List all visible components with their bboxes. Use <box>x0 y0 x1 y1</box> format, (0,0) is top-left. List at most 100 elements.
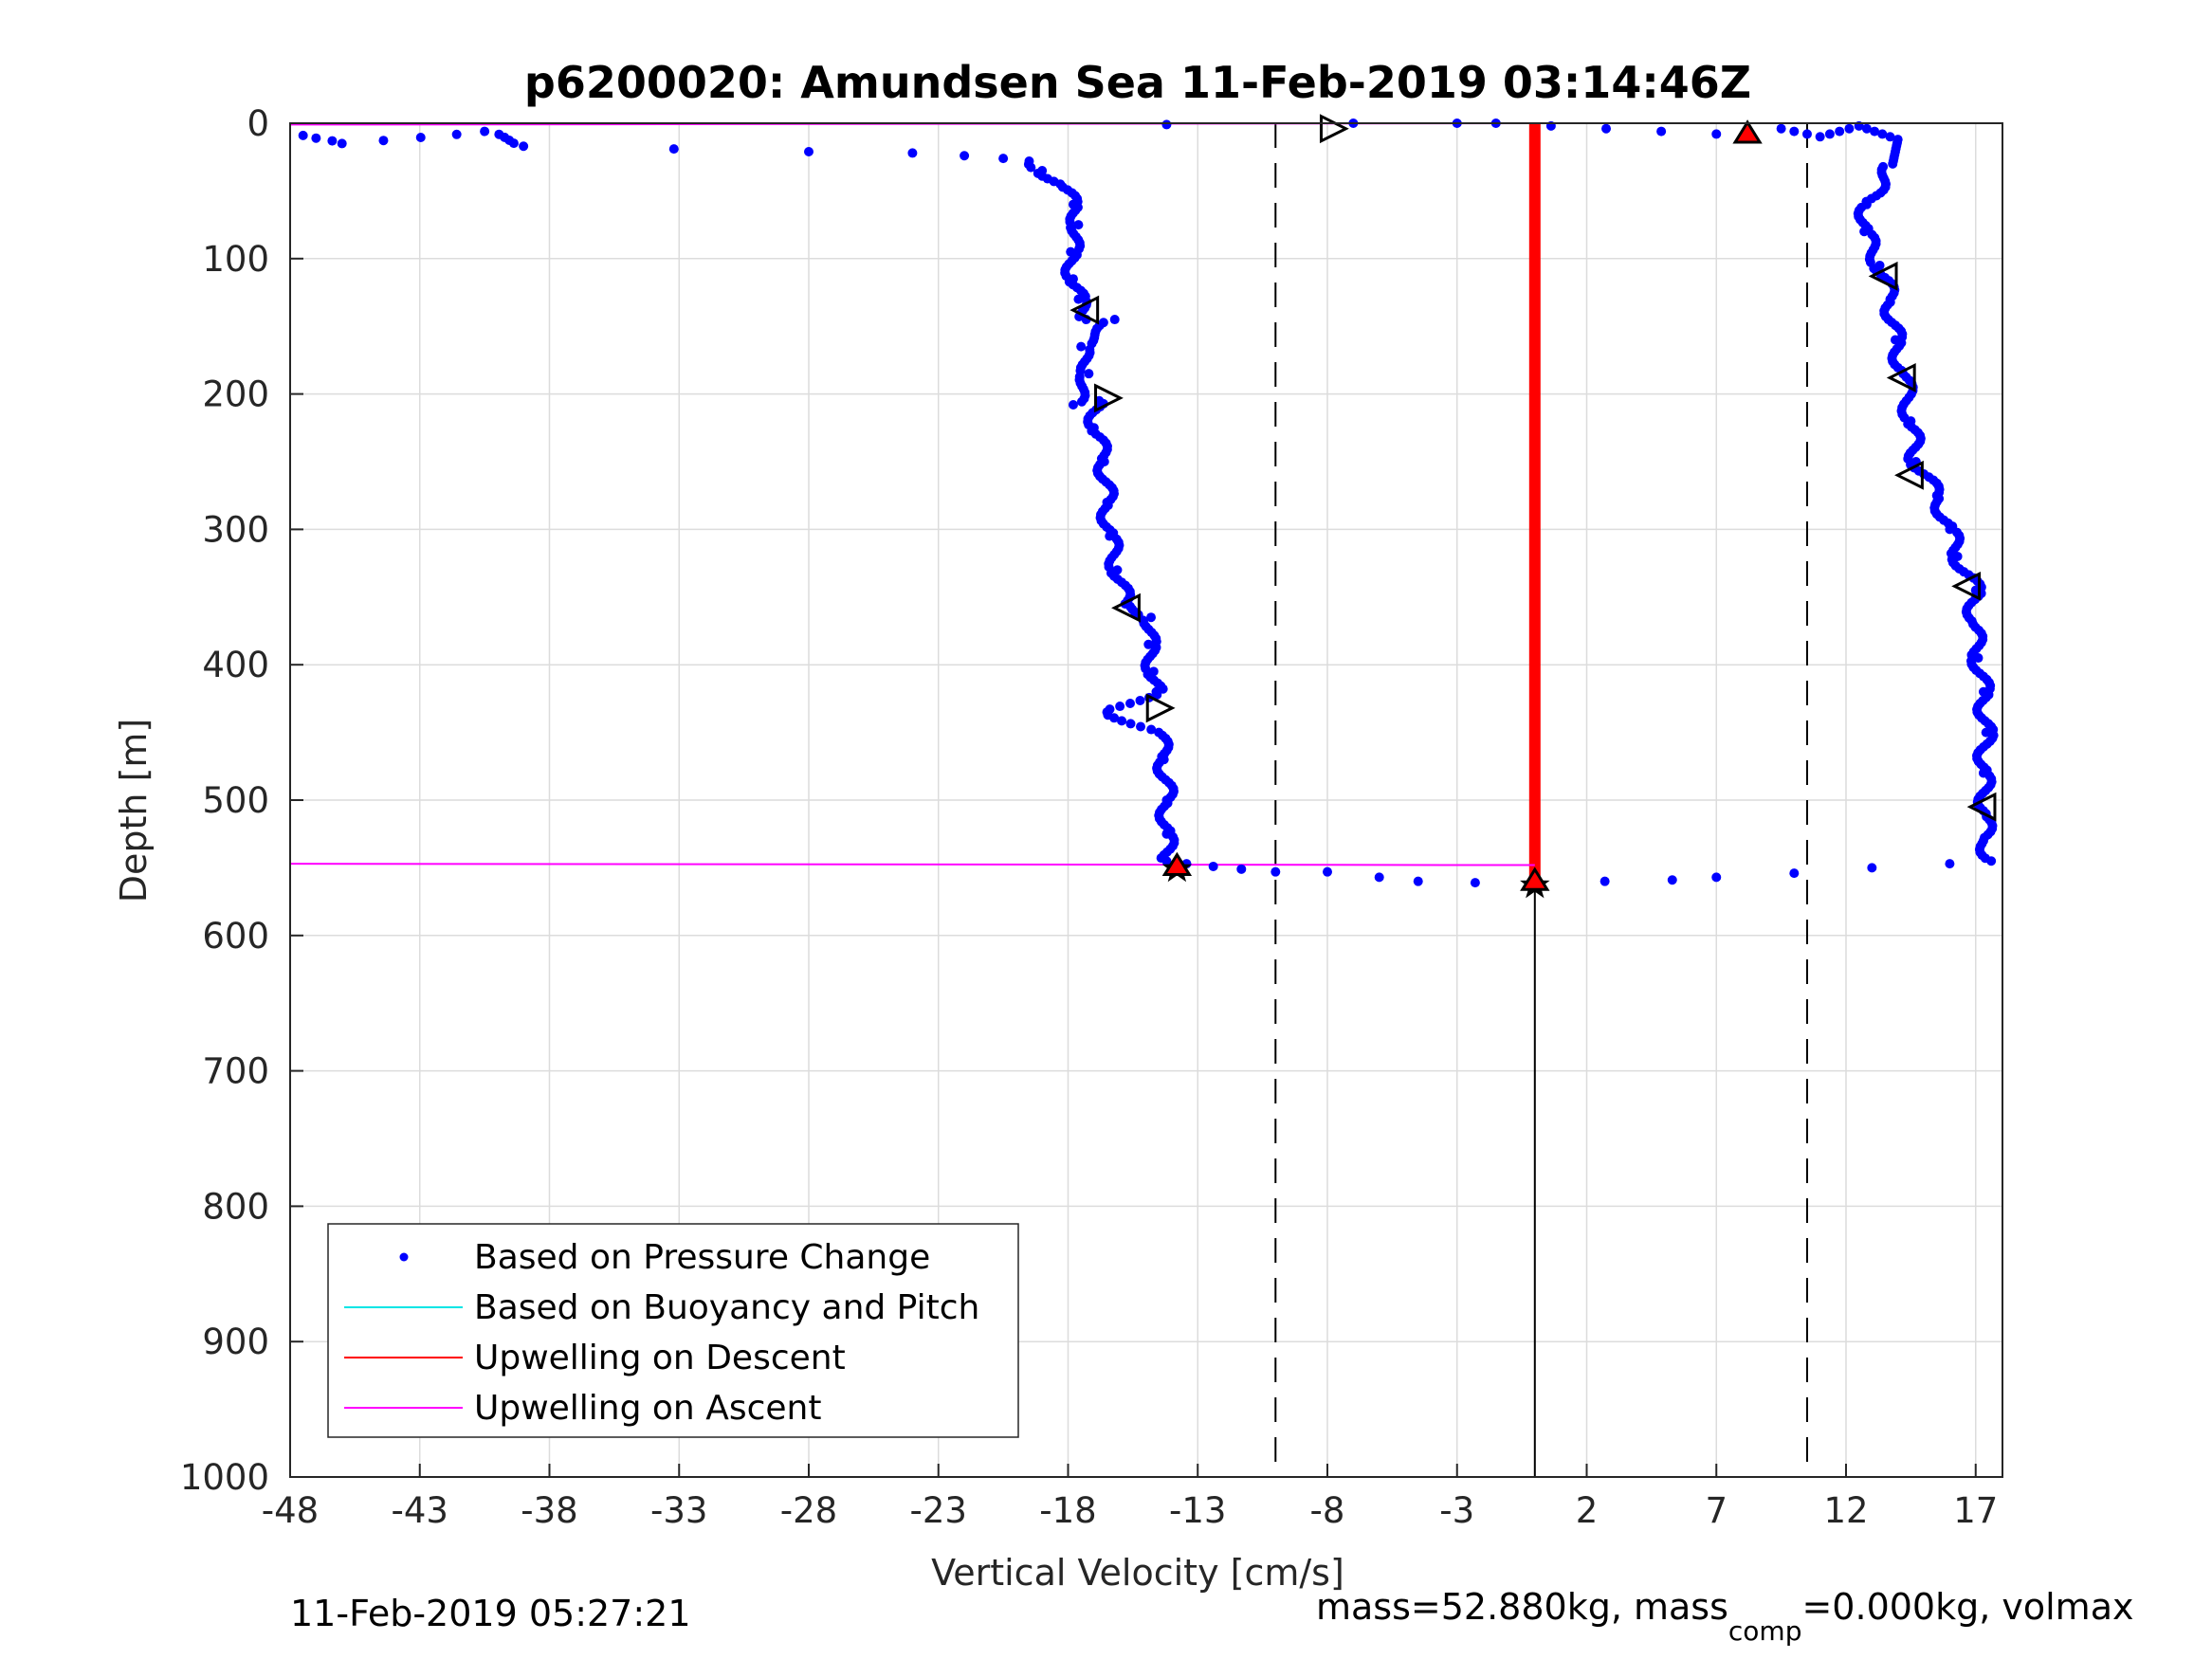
velocity-point <box>1143 639 1154 649</box>
velocity-point <box>1601 123 1612 134</box>
x-tick-label: -3 <box>1439 1490 1474 1531</box>
triangle-left-marker <box>1868 261 1898 291</box>
triangle-left-marker <box>1894 460 1924 490</box>
chart-title: p6200020: Amundsen Sea 11-Feb-2019 03:14… <box>524 57 1751 108</box>
velocity-point <box>1981 727 1991 738</box>
velocity-point <box>960 151 970 161</box>
velocity-point <box>1117 716 1127 726</box>
x-tick-label: -28 <box>780 1490 837 1531</box>
velocity-point <box>1667 875 1677 885</box>
velocity-point <box>1470 878 1480 888</box>
velocity-point <box>1125 699 1136 708</box>
velocity-point <box>337 138 347 149</box>
y-tick-label: 200 <box>202 374 269 415</box>
triangle-left-marker <box>1886 363 1916 392</box>
velocity-point <box>1776 123 1786 134</box>
legend: Based on Pressure Change Based on Buoyanc… <box>327 1223 1019 1438</box>
triangle-right-marker <box>1094 383 1124 413</box>
velocity-point <box>1867 863 1877 873</box>
y-tick-label: 700 <box>202 1051 269 1092</box>
velocity-point <box>1146 724 1157 735</box>
velocity-point <box>1656 126 1667 137</box>
velocity-point <box>1136 721 1146 732</box>
y-tick-label: 100 <box>202 239 269 280</box>
y-tick-labels: 0 100 200 300 400 500 600 700 800 900 1000 <box>180 103 269 1498</box>
red-triangle-marker <box>1520 866 1550 891</box>
velocity-point <box>480 126 490 137</box>
velocity-point <box>998 154 1009 164</box>
legend-label: Based on Pressure Change <box>474 1238 930 1277</box>
velocity-point <box>1815 132 1825 142</box>
triangle-left-marker <box>1111 592 1141 623</box>
footer-params-sub: comp <box>1728 1615 1802 1647</box>
velocity-point <box>1824 129 1835 139</box>
legend-box <box>327 1223 1019 1438</box>
velocity-point <box>1236 864 1247 874</box>
velocity-point <box>1076 396 1087 407</box>
reference-lines <box>1274 123 1808 1477</box>
velocity-point <box>311 133 321 143</box>
footer-params: mass=52.880kg, masscomp=0.000kg, volmax <box>1316 1586 2133 1647</box>
upwelling-lines <box>289 122 1541 882</box>
velocity-point <box>1945 859 1955 869</box>
upwelling-ascent-line <box>289 863 1535 866</box>
velocity-point <box>1208 861 1218 871</box>
velocity-point <box>1973 653 1983 664</box>
velocity-point <box>415 132 426 142</box>
velocity-point <box>1076 341 1087 352</box>
legend-dot-swatch <box>399 1252 409 1262</box>
velocity-point <box>378 136 389 146</box>
velocity-point <box>1323 866 1332 877</box>
triangle-left-marker <box>1966 792 1997 822</box>
velocity-point <box>1109 315 1120 325</box>
velocity-point <box>1711 872 1722 883</box>
y-tick-label: 900 <box>202 1322 269 1362</box>
velocity-point <box>1789 868 1800 879</box>
velocity-point <box>1789 126 1800 137</box>
velocity-point <box>1885 132 1895 142</box>
y-tick-label: 400 <box>202 645 269 685</box>
velocity-point <box>1870 126 1880 137</box>
velocity-point <box>1844 123 1855 134</box>
velocity-point <box>1600 876 1610 886</box>
red-triangle-marker <box>1732 119 1763 144</box>
velocity-point <box>1374 872 1384 883</box>
velocity-point <box>1146 612 1157 623</box>
velocity-point <box>1073 220 1084 230</box>
velocity-point <box>327 136 338 146</box>
legend-label: Based on Buoyancy and Pitch <box>474 1288 979 1327</box>
x-tick-label: -18 <box>1039 1490 1096 1531</box>
velocity-point <box>1161 119 1172 130</box>
velocity-point <box>907 148 918 158</box>
footer-params-rest: =0.000kg, volmax <box>1801 1586 2133 1628</box>
velocity-point <box>1877 129 1888 139</box>
x-tick-label: 7 <box>1705 1490 1728 1531</box>
x-tick-label: -48 <box>262 1490 319 1531</box>
velocity-point <box>1152 689 1162 700</box>
velocity-point <box>668 144 679 155</box>
velocity-point <box>1084 369 1094 379</box>
x-axis-label: Vertical Velocity [cm/s] <box>931 1552 1344 1594</box>
x-tick-label: -13 <box>1169 1490 1226 1531</box>
x-tick-label: 12 <box>1823 1490 1868 1531</box>
x-tick-labels: -48 -43 -38 -33 -28 -23 -18 -13 -8 -3 2 7 12 17 <box>262 1490 1999 1531</box>
legend-label: Upwelling on Descent <box>474 1339 846 1377</box>
velocity-point <box>519 141 529 152</box>
x-tick-label: 17 <box>1953 1490 1998 1531</box>
velocity-point <box>1861 123 1872 134</box>
x-tick-label: -8 <box>1310 1490 1345 1531</box>
footer-params-main: mass=52.880kg, mass <box>1316 1586 1728 1628</box>
y-tick-label: 500 <box>202 780 269 821</box>
velocity-point <box>1068 400 1078 410</box>
velocity-point <box>1026 162 1036 173</box>
velocity-point <box>1859 227 1870 237</box>
velocity-point <box>1888 158 1898 169</box>
velocity-point <box>1073 294 1084 304</box>
x-tick-label: -23 <box>910 1490 967 1531</box>
x-tick-label: -43 <box>392 1490 448 1531</box>
legend-label: Upwelling on Ascent <box>474 1389 821 1428</box>
velocity-point <box>1109 713 1120 723</box>
x-tick-label: -38 <box>521 1490 577 1531</box>
velocity-point <box>1986 856 1997 866</box>
